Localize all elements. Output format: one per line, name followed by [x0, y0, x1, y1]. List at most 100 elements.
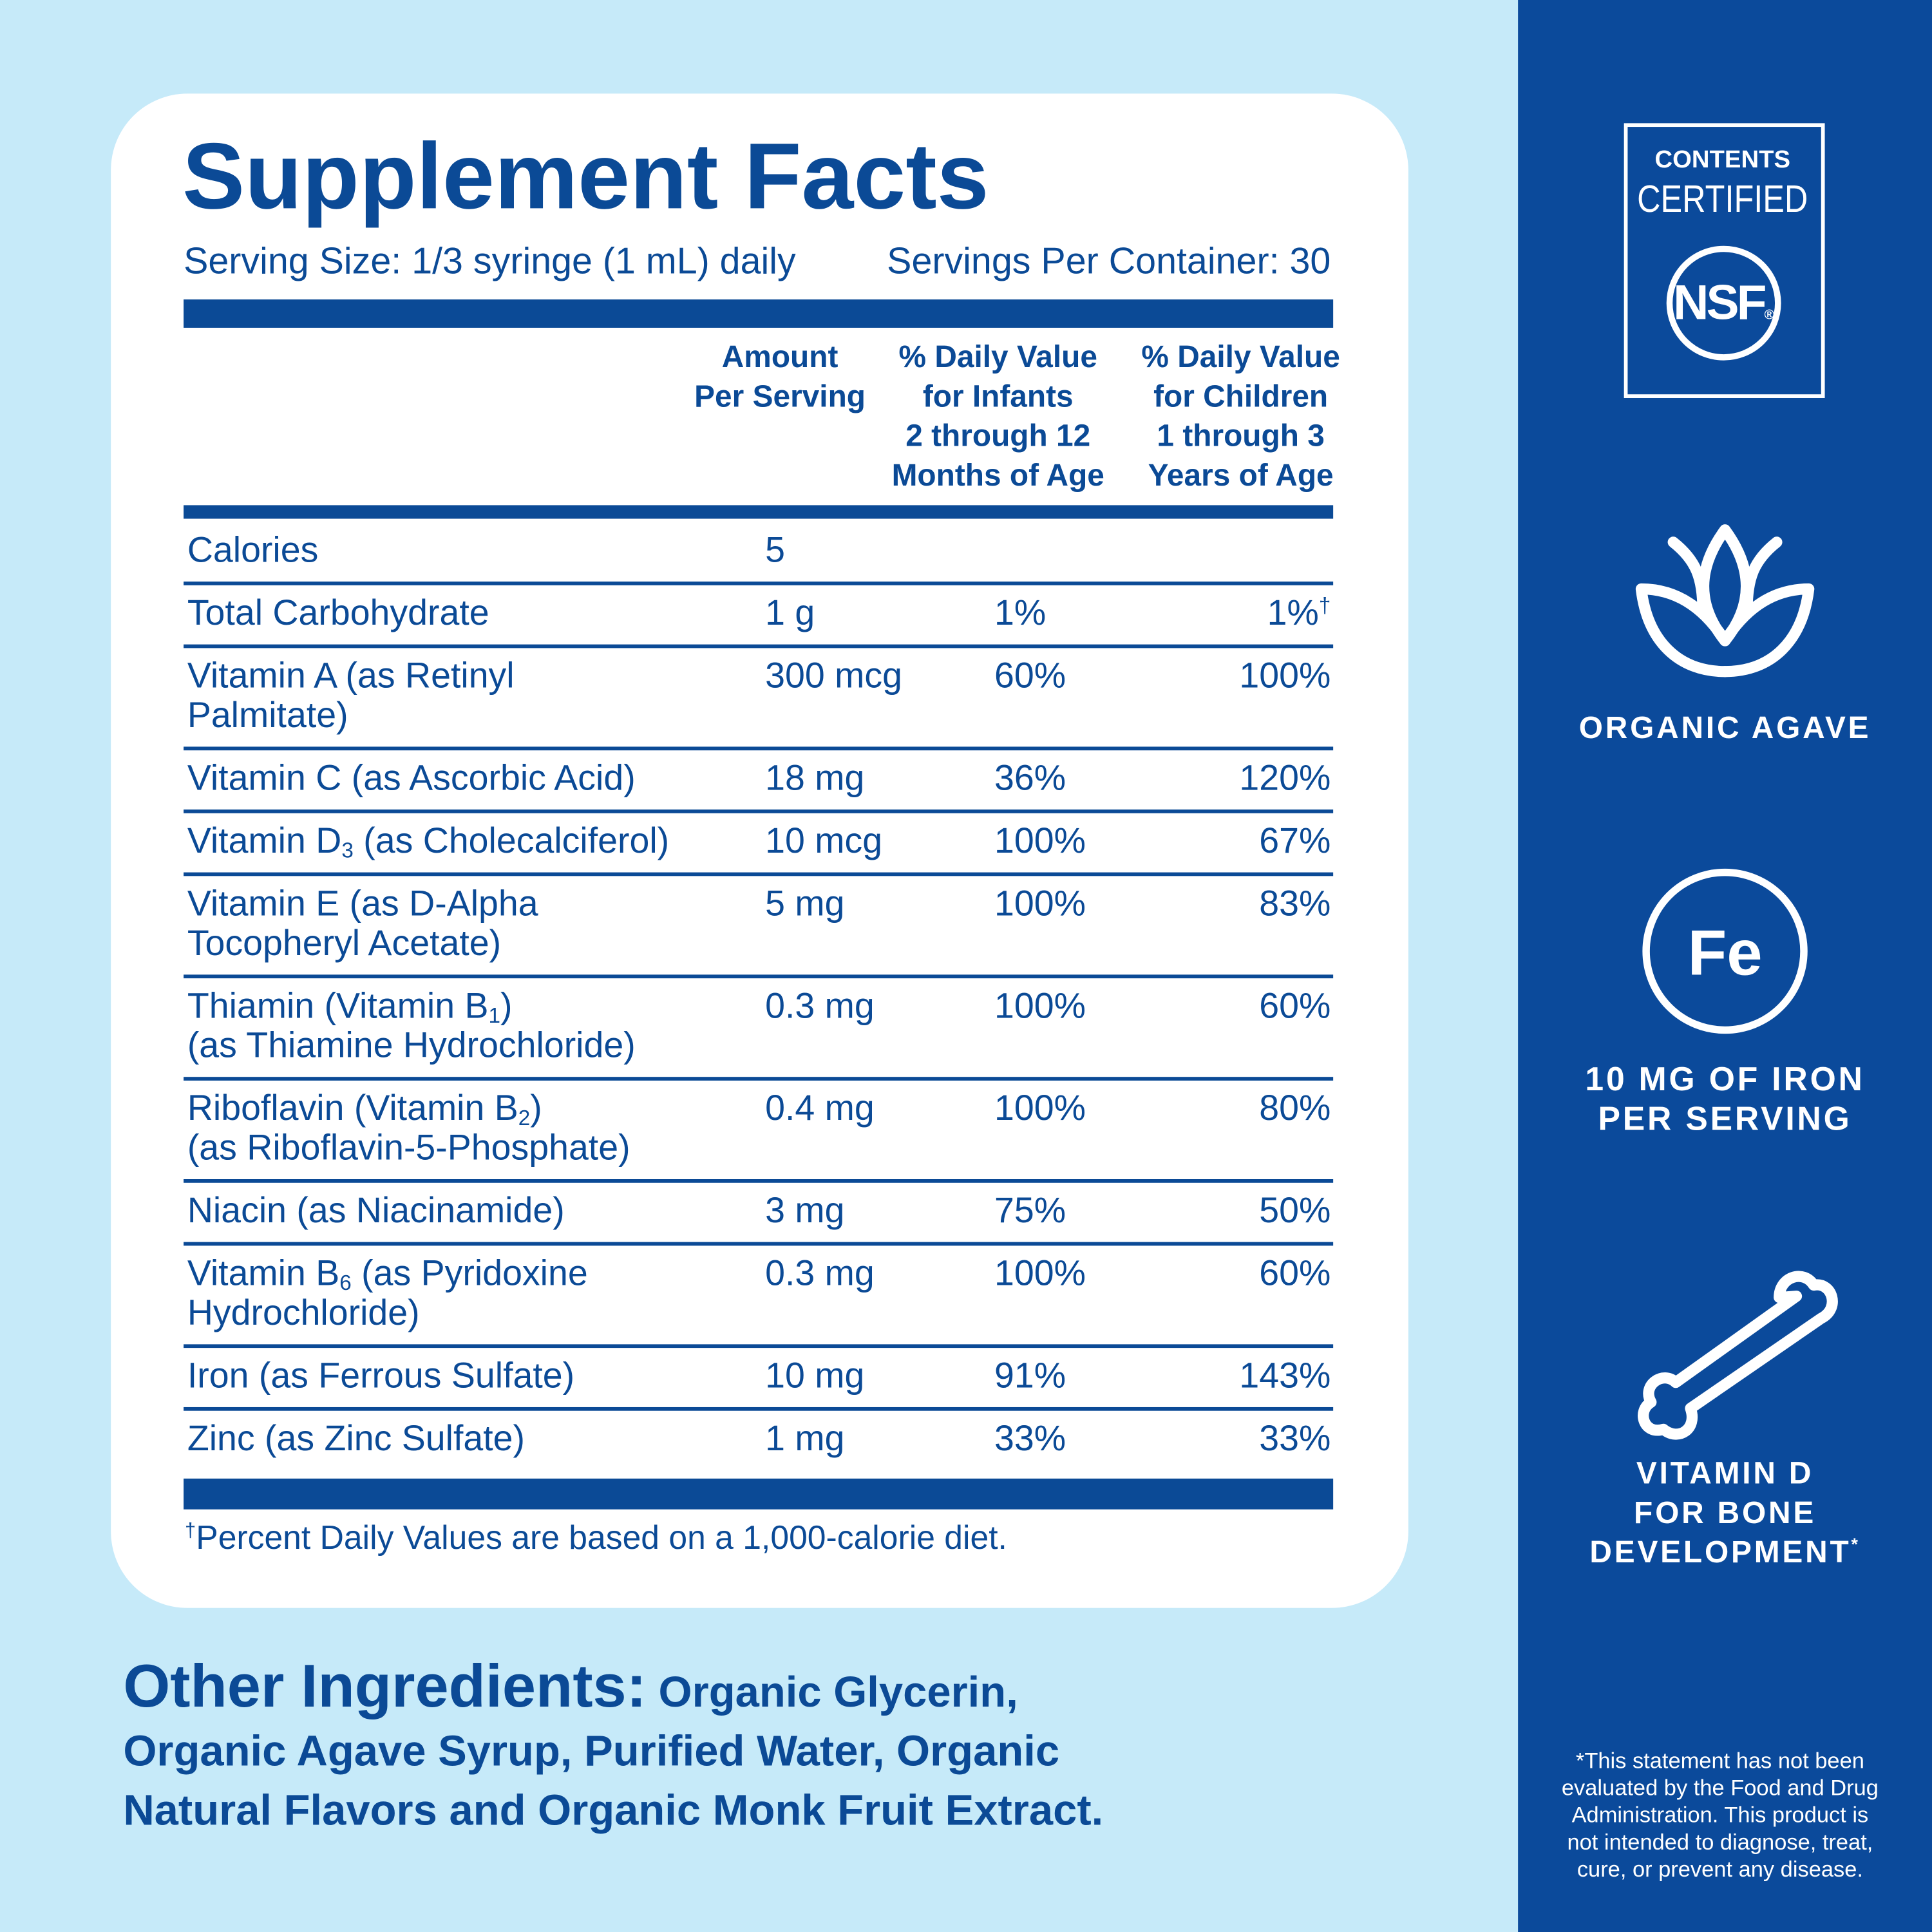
- dv-children-value: 67%: [1259, 822, 1331, 862]
- column-header: Amount Per Serving: [645, 337, 916, 416]
- dv-children-value: 80%: [1259, 1089, 1331, 1129]
- bone-line: DEVELOPMENT*: [1518, 1533, 1932, 1572]
- name-line: (as Thiamine Hydrochloride): [187, 1027, 636, 1066]
- disclaimer-line: *This statement has not been: [1575, 1748, 1864, 1774]
- disclaimer-line: not intended to diagnose, treat,: [1567, 1830, 1873, 1855]
- dv-infants: 100%: [994, 987, 1086, 1027]
- dv-infants: 36%: [994, 759, 1066, 799]
- name-text: Vitamin C (as Ascorbic Acid): [187, 759, 636, 799]
- row-rule: [184, 746, 1334, 751]
- bone-icon: [1638, 1271, 1838, 1440]
- name-line: Vitamin A (as Retinyl: [187, 657, 515, 696]
- footnote-mark: †: [184, 1519, 196, 1542]
- amount: 10 mg: [765, 1356, 865, 1396]
- name-text: Riboflavin (Vitamin B: [187, 1089, 518, 1129]
- nsf-badge: [1624, 123, 1825, 398]
- bone-line: FOR BONE: [1634, 1495, 1817, 1531]
- other-ingredients: Other Ingredients: Organic Glycerin, Org…: [123, 1656, 1104, 1841]
- name-line: Riboflavin (Vitamin B2): [187, 1089, 630, 1128]
- bone-line: VITAMIN D: [1636, 1456, 1814, 1492]
- name-text: Tocopheryl Acetate): [187, 923, 502, 964]
- column-header-line: Months of Age: [891, 458, 1104, 493]
- row-rule: [184, 1077, 1334, 1081]
- iron-symbol: Fe: [1687, 918, 1763, 990]
- nutrient-name: Riboflavin (Vitamin B2) (as Riboflavin-5-…: [187, 1089, 630, 1168]
- dv-children: 33%: [1259, 1419, 1331, 1459]
- dv-infants: 100%: [994, 822, 1086, 862]
- iron-label: 10 MG OF IRON PER SERVING: [1518, 1059, 1932, 1138]
- dv-infants: 1%: [994, 594, 1046, 634]
- nsf-text: NSF: [1673, 276, 1766, 330]
- column-header-line: for Children: [1153, 379, 1329, 414]
- column-header-line: Per Serving: [694, 379, 866, 414]
- nutrient-name: Total Carbohydrate: [187, 594, 489, 633]
- nutrient-name: Niacin (as Niacinamide): [187, 1191, 565, 1231]
- row-rule: [184, 1406, 1334, 1411]
- name-text: Vitamin D: [187, 822, 342, 862]
- amount: 0.4 mg: [765, 1089, 875, 1129]
- dv-infants: 91%: [994, 1356, 1066, 1396]
- dv-children: 100%: [1239, 657, 1331, 696]
- footnote: †Percent Daily Values are based on a 1,0…: [185, 1519, 1007, 1557]
- dv-children-value: 100%: [1239, 656, 1331, 696]
- subscript: 6: [339, 1270, 352, 1295]
- name-line: Total Carbohydrate: [187, 594, 489, 633]
- name-text: Iron (as Ferrous Sulfate): [187, 1356, 575, 1396]
- dv-infants: 75%: [994, 1191, 1066, 1231]
- row-rule: [184, 810, 1334, 813]
- dv-children: 120%: [1239, 759, 1331, 799]
- dv-children-value: 120%: [1239, 759, 1331, 799]
- name-text: Vitamin B: [187, 1254, 340, 1294]
- serving-size: Serving Size: 1/3 syringe (1 mL) daily: [184, 241, 796, 283]
- sidebar: CONTENTS CERTIFIED NSF® ORGANIC AGAVE Fe…: [1518, 0, 1932, 1932]
- row-rule: [184, 872, 1334, 876]
- dv-children-value: 143%: [1239, 1356, 1331, 1396]
- name-text: Total Carbohydrate: [187, 594, 489, 634]
- name-text: Palmitate): [187, 696, 348, 736]
- amount: 1 g: [765, 594, 815, 634]
- name-text: (as Pyridoxine: [351, 1254, 588, 1294]
- badge-line: CONTENTS: [1654, 146, 1790, 174]
- name-line: Zinc (as Zinc Sulfate): [187, 1419, 525, 1459]
- ingredients-line: Natural Flavors and Organic Monk Fruit E…: [123, 1786, 1104, 1835]
- name-text: Niacin (as Niacinamide): [187, 1191, 565, 1231]
- bone-line-text: DEVELOPMENT: [1589, 1535, 1852, 1570]
- name-line: (as Riboflavin-5-Phosphate): [187, 1129, 630, 1168]
- iron-line: PER SERVING: [1598, 1100, 1852, 1137]
- dv-infants: 33%: [994, 1419, 1066, 1459]
- amount: 3 mg: [765, 1191, 845, 1231]
- iron-circle: [1642, 868, 1808, 1034]
- dv-children: 60%: [1259, 1255, 1331, 1294]
- disclaimer: *This statement has not been evaluated by…: [1513, 1747, 1927, 1882]
- iron-line: 10 MG OF IRON: [1585, 1061, 1865, 1098]
- subscript: 2: [518, 1105, 531, 1130]
- asterisk: *: [1851, 1534, 1861, 1554]
- row-rule: [184, 974, 1334, 979]
- ingredients-line: Organic Glycerin,: [658, 1668, 1018, 1717]
- registered-mark: ®: [1764, 308, 1775, 323]
- disclaimer-line: Administration. This product is: [1571, 1803, 1869, 1828]
- name-line: Vitamin E (as D-Alpha: [187, 885, 538, 924]
- name-line: Vitamin B6 (as Pyridoxine: [187, 1255, 588, 1294]
- nutrient-name: Iron (as Ferrous Sulfate): [187, 1357, 574, 1396]
- column-header-line: % Daily Value: [898, 340, 1097, 375]
- thick-rule: [184, 299, 1334, 328]
- dv-infants: 100%: [994, 884, 1086, 924]
- footnote-text: Percent Daily Values are based on a 1,00…: [196, 1519, 1007, 1557]
- row-rule: [184, 644, 1334, 649]
- nutrient-name: Vitamin B6 (as Pyridoxine Hydrochloride): [187, 1255, 588, 1333]
- dv-children-value: 60%: [1259, 1254, 1331, 1294]
- column-header: % Daily Value for Infants 2 through 12 Mont…: [862, 337, 1133, 495]
- name-line: Calories: [187, 531, 319, 571]
- row-rule: [184, 582, 1334, 585]
- name-text: Thiamin (Vitamin B: [187, 987, 489, 1027]
- dv-infants: 100%: [994, 1089, 1086, 1129]
- dv-children: 60%: [1259, 987, 1331, 1027]
- column-header-line: Years of Age: [1148, 458, 1334, 493]
- amount: 0.3 mg: [765, 987, 875, 1027]
- nutrient-name: Calories: [187, 531, 319, 571]
- nsf-logo: NSF®: [1515, 276, 1929, 332]
- name-line: Vitamin D3 (as Cholecalciferol): [187, 822, 669, 861]
- nutrient-name: Zinc (as Zinc Sulfate): [187, 1419, 525, 1459]
- name-text: ): [500, 987, 513, 1027]
